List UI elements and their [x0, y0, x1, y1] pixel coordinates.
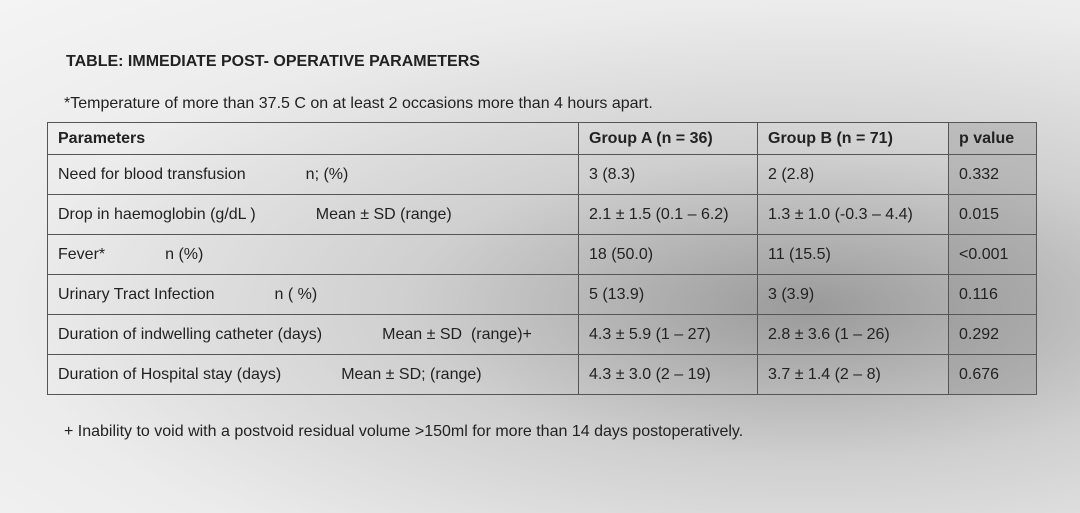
- statistic-type: n (%): [165, 245, 204, 263]
- parameter-name: Duration of Hospital stay (days): [58, 365, 282, 383]
- p-value-cell: 0.332: [948, 154, 1037, 195]
- parameter-cell: Need for blood transfusion n; (%): [47, 154, 579, 195]
- header-cell: p value: [948, 122, 1037, 155]
- table-head: Parameters Group A (n = 36) Group B (n = 7…: [47, 122, 1037, 155]
- statistic-type: n ( %): [274, 285, 318, 303]
- parameter-cell: Urinary Tract Infection n ( %): [47, 274, 579, 315]
- table-row: Fever* n (%) 18 (50.0) 11 (15.5) <0.001: [47, 234, 1037, 275]
- parameter-cell: Duration of Hospital stay (days) Mean ± S…: [47, 354, 579, 395]
- p-value-cell: 0.116: [948, 274, 1037, 315]
- group-a-cell: 18 (50.0): [578, 234, 758, 275]
- table-row: Duration of Hospital stay (days) Mean ± S…: [47, 354, 1037, 395]
- parameter-name: Fever*: [58, 245, 106, 263]
- group-a-cell: 5 (13.9): [578, 274, 758, 315]
- table-row: Duration of indwelling catheter (days) Me…: [47, 314, 1037, 355]
- group-a-cell: 3 (8.3): [578, 154, 758, 195]
- footnote: + Inability to void with a postvoid resi…: [64, 423, 744, 440]
- statistic-type: Mean ± SD (range): [315, 205, 452, 223]
- table-row: Urinary Tract Infection n ( %) 5 (13.9) 3 (…: [47, 274, 1037, 315]
- p-value-cell: 0.015: [948, 194, 1037, 235]
- note: *Temperature of more than 37.5 C on at l…: [64, 95, 653, 112]
- p-value-cell: 0.292: [948, 314, 1037, 355]
- header-cell: Group A (n = 36): [578, 122, 758, 155]
- statistic-type: Mean ± SD (range)+: [382, 325, 532, 343]
- table-title: TABLE: IMMEDIATE POST- OPERATIVE PARAMET…: [66, 53, 480, 70]
- group-b-cell: 11 (15.5): [757, 234, 949, 275]
- group-b-cell: 2.8 ± 3.6 (1 – 26): [757, 314, 949, 355]
- statistic-type: n; (%): [305, 165, 349, 183]
- table-row: Drop in haemoglobin (g/dL ) Mean ± SD (ra…: [47, 194, 1037, 235]
- header-cell: Parameters: [47, 122, 579, 155]
- group-a-cell: 4.3 ± 5.9 (1 – 27): [578, 314, 758, 355]
- parameter-name: Need for blood transfusion: [58, 165, 246, 183]
- parameter-name: Urinary Tract Infection: [58, 285, 215, 303]
- statistic-type: Mean ± SD; (range): [341, 365, 482, 383]
- parameter-cell: Drop in haemoglobin (g/dL ) Mean ± SD (ra…: [47, 194, 579, 235]
- group-b-cell: 3 (3.9): [757, 274, 949, 315]
- header-row: Parameters Group A (n = 36) Group B (n = 7…: [47, 122, 1037, 155]
- group-b-cell: 2 (2.8): [757, 154, 949, 195]
- p-value-cell: <0.001: [948, 234, 1037, 275]
- group-b-cell: 3.7 ± 1.4 (2 – 8): [757, 354, 949, 395]
- p-value-cell: 0.676: [948, 354, 1037, 395]
- group-a-cell: 2.1 ± 1.5 (0.1 – 6.2): [578, 194, 758, 235]
- table-row: Need for blood transfusion n; (%) 3 (8.3) 2…: [47, 154, 1037, 195]
- parameter-cell: Duration of indwelling catheter (days) Me…: [47, 314, 579, 355]
- table: Parameters Group A (n = 36) Group B (n = 7…: [47, 122, 1037, 395]
- table-body: Need for blood transfusion n; (%) 3 (8.3) 2…: [47, 154, 1037, 395]
- parameter-name: Duration of indwelling catheter (days): [58, 325, 323, 343]
- parameter-name: Drop in haemoglobin (g/dL ): [58, 205, 256, 223]
- parameter-cell: Fever* n (%): [47, 234, 579, 275]
- header-cell: Group B (n = 71): [757, 122, 949, 155]
- group-b-cell: 1.3 ± 1.0 (-0.3 – 4.4): [757, 194, 949, 235]
- group-a-cell: 4.3 ± 3.0 (2 – 19): [578, 354, 758, 395]
